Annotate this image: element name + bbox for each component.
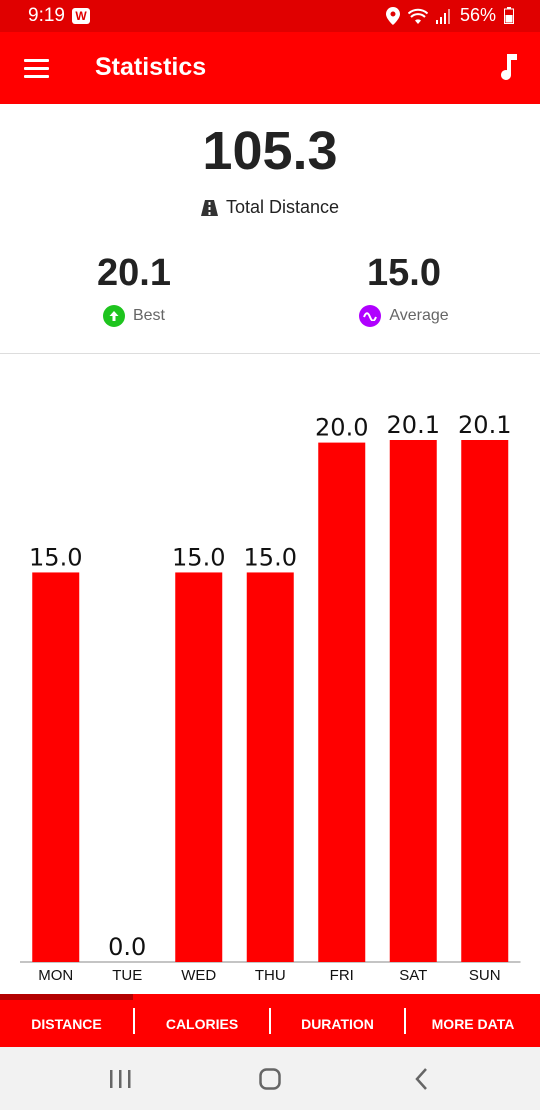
hamburger-menu-icon[interactable]: [24, 56, 50, 80]
status-indicators: 56%: [385, 5, 514, 26]
average-stat: 15.0 Average: [304, 252, 504, 327]
system-navigation-bar: [0, 1047, 540, 1110]
chart-svg: 15.0 MON 0.0 TUE 15.0 WED 15.0 THU 20.0 FRI 20.1 SA…: [20, 411, 521, 984]
location-icon: [385, 6, 400, 25]
recent-apps-icon[interactable]: [105, 1065, 135, 1093]
chart-bar-sat: [389, 440, 437, 962]
arrow-up-circle-icon: [102, 305, 125, 327]
music-note-icon[interactable]: [496, 52, 520, 82]
status-bar: 9:19 W 56%: [0, 0, 540, 32]
tab-selected-indicator: [0, 994, 133, 1000]
back-icon[interactable]: [407, 1065, 437, 1093]
signal-icon: [435, 8, 450, 24]
chart-value-label: 15.0: [29, 543, 82, 571]
app-notification-icon: W: [72, 8, 90, 24]
chart-value-label: 0.0: [108, 933, 146, 961]
total-distance-label-row: Total Distance: [0, 197, 540, 218]
total-distance-label: Total Distance: [225, 197, 340, 217]
chart-value-label: 20.1: [387, 411, 440, 439]
chart-bar-fri: [318, 442, 366, 962]
tab-duration[interactable]: DURATION: [301, 1015, 374, 1032]
wave-circle-icon: [359, 305, 382, 327]
status-time: 9:19: [28, 5, 65, 26]
average-value: 15.0: [367, 252, 441, 294]
total-distance-value: 105.3: [202, 121, 338, 181]
chart-category-label: SUN: [469, 967, 501, 984]
app-bar: Statistics: [0, 32, 540, 104]
tab-separator: [133, 1008, 135, 1034]
tab-separator: [269, 1008, 271, 1034]
chart-bar-sun: [461, 440, 509, 962]
chart-value-label: 20.1: [458, 411, 511, 439]
chart-category-label: TUE: [112, 967, 142, 984]
chart-value-label: 15.0: [172, 543, 225, 571]
chart-bar-thu: [246, 572, 294, 962]
tab-separator: [404, 1008, 406, 1034]
chart-category-label: FRI: [330, 967, 354, 984]
distance-bar-chart: 15.0 MON 0.0 TUE 15.0 WED 15.0 THU 20.0 FRI 20.1 SA…: [0, 354, 540, 994]
road-icon: [200, 199, 218, 216]
battery-percent: 56%: [459, 5, 496, 25]
home-icon[interactable]: [255, 1065, 285, 1093]
average-label: Average: [389, 307, 449, 324]
tab-more-data[interactable]: MORE DATA: [431, 1015, 515, 1032]
chart-bar-wed: [175, 572, 223, 962]
chart-category-label: MON: [38, 967, 73, 984]
wifi-icon: [407, 8, 428, 24]
chart-category-label: WED: [181, 967, 216, 984]
tab-calories[interactable]: CALORIES: [165, 1015, 239, 1032]
tab-bar: DISTANCE CALORIES DURATION MORE DATA: [0, 994, 540, 1047]
battery-icon: [504, 7, 514, 24]
chart-category-label: THU: [255, 967, 286, 984]
best-label: Best: [132, 307, 165, 324]
chart-bar-mon: [32, 572, 80, 962]
divider: [0, 353, 540, 354]
best-value: 20.1: [97, 252, 171, 294]
chart-value-label: 20.0: [315, 414, 368, 442]
chart-value-label: 15.0: [244, 543, 297, 571]
tab-distance[interactable]: DISTANCE: [31, 1015, 102, 1032]
page-title: Statistics: [95, 53, 207, 81]
chart-category-label: SAT: [399, 967, 427, 984]
best-stat: 20.1 Best: [34, 252, 234, 327]
